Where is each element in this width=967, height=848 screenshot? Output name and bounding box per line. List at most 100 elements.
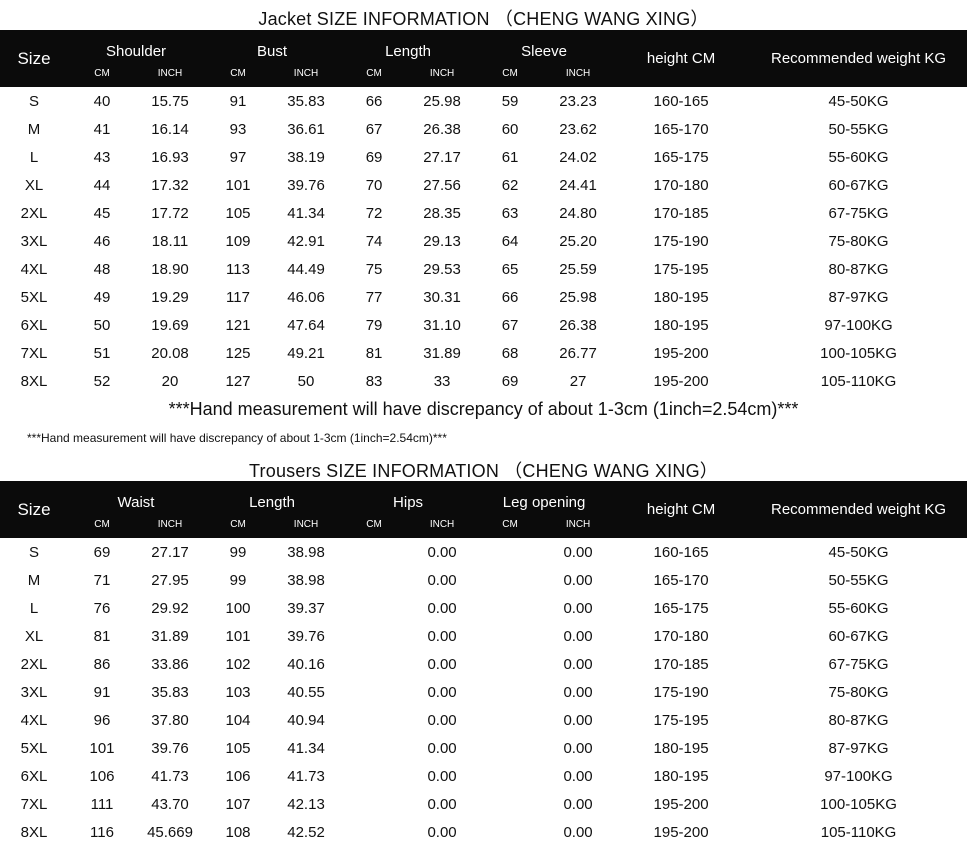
table-cell: 175-190: [653, 232, 709, 250]
table-cell: 16.14: [151, 120, 189, 138]
table-cell: 121: [225, 316, 251, 334]
measure-group-header: Length: [340, 30, 477, 60]
table-cell: 50: [93, 316, 111, 334]
table-cell: 49: [93, 288, 111, 306]
table-cell: 24.80: [559, 204, 597, 222]
table-cell: [340, 538, 408, 566]
measure-group-header: Leg opening: [476, 481, 613, 511]
table-cell: 48: [93, 260, 111, 278]
table-cell: 0.00: [427, 823, 457, 841]
table-cell: 65: [501, 260, 519, 278]
table-cell: 80-87KG: [828, 711, 889, 729]
table-cell: 105: [225, 204, 251, 222]
table-cell: 127: [225, 372, 251, 390]
table-cell: 100-105KG: [820, 795, 897, 813]
table-cell: 30.31: [423, 288, 461, 306]
table-cell: 29.13: [423, 232, 461, 250]
table-cell: [340, 790, 408, 818]
table-cell: 0.00: [427, 543, 457, 561]
table-cell: [476, 594, 544, 622]
table-cell: [340, 762, 408, 790]
table-cell: 2XL: [20, 655, 48, 673]
table-row: L 76 29.92 100 39.37 0.00 0.00 165-175 55-60KG: [0, 594, 967, 622]
table-cell: 33: [433, 372, 451, 390]
table-cell: 69: [93, 543, 111, 561]
table-row: 5XL 49 19.29 117 46.06 77 30.31 66 25.98 180-195 8…: [0, 283, 967, 311]
table-cell: 19.69: [151, 316, 189, 334]
table-cell: 67: [501, 316, 519, 334]
unit-inch: INCH: [408, 511, 477, 538]
table-cell: 36.61: [287, 120, 325, 138]
table-cell: 17.72: [151, 204, 189, 222]
unit-cm: CM: [204, 60, 273, 87]
table-cell: 195-200: [653, 823, 709, 841]
trousers-size-table: Size Waist Length Hips Leg opening height CM R…: [0, 481, 967, 846]
table-cell: 29.92: [151, 599, 189, 617]
table-cell: 8XL: [20, 823, 48, 841]
measure-group-header: Length: [204, 481, 341, 511]
table-cell: 99: [229, 571, 247, 589]
jacket-size-table: Size Shoulder Bust Length Sleeve height CM Rec…: [0, 30, 967, 395]
table-cell: [476, 538, 544, 566]
table-cell: 31.89: [151, 627, 189, 645]
measure-group-header: Shoulder: [68, 30, 205, 60]
table-row: 7XL 51 20.08 125 49.21 81 31.89 68 26.77 195-200 1…: [0, 339, 967, 367]
table-cell: 5XL: [20, 288, 48, 306]
table-cell: 72: [365, 204, 383, 222]
table-cell: 47.64: [287, 316, 325, 334]
table-cell: 20.08: [151, 344, 189, 362]
table-cell: [340, 566, 408, 594]
table-cell: 66: [365, 92, 383, 110]
unit-inch: INCH: [136, 511, 205, 538]
table-cell: 38.19: [287, 148, 325, 166]
table-cell: 24.41: [559, 176, 597, 194]
table-cell: 29.53: [423, 260, 461, 278]
table-cell: 97-100KG: [824, 767, 893, 785]
trousers-title: Trousers SIZE INFORMATION （CHENG WANG XI…: [249, 461, 718, 481]
weight-header: Recommended weight KG: [750, 30, 967, 87]
table-cell: 23.23: [559, 92, 597, 110]
table-cell: 77: [365, 288, 383, 306]
table-cell: 170-185: [653, 204, 709, 222]
unit-inch: INCH: [408, 60, 477, 87]
table-cell: [476, 706, 544, 734]
table-cell: [340, 678, 408, 706]
table-cell: 113: [226, 260, 250, 278]
table-cell: 8XL: [20, 372, 48, 390]
table-cell: 87-97KG: [828, 739, 889, 757]
table-cell: 76: [93, 599, 111, 617]
table-cell: 27.95: [151, 571, 189, 589]
table-cell: S: [28, 92, 39, 110]
table-cell: 46.06: [287, 288, 325, 306]
table-cell: 195-200: [653, 795, 709, 813]
unit-inch: INCH: [544, 60, 613, 87]
table-cell: 38.98: [287, 543, 325, 561]
table-row: 2XL 45 17.72 105 41.34 72 28.35 63 24.80 170-185 6…: [0, 199, 967, 227]
table-cell: 42.91: [287, 232, 325, 250]
table-cell: 40.16: [287, 655, 325, 673]
table-cell: 52: [93, 372, 111, 390]
table-cell: 0.00: [563, 711, 593, 729]
unit-cm: CM: [476, 511, 545, 538]
weight-header: Recommended weight KG: [750, 481, 967, 538]
unit-inch: INCH: [544, 511, 613, 538]
table-cell: 83: [365, 372, 383, 390]
table-cell: 180-195: [653, 316, 709, 334]
measure-group-header: Waist: [68, 481, 205, 511]
table-cell: 41.73: [151, 767, 189, 785]
table-cell: 102: [225, 655, 251, 673]
table-cell: 19.29: [151, 288, 189, 306]
table-cell: 0.00: [563, 739, 593, 757]
table-cell: 165-170: [653, 571, 709, 589]
table-cell: 175-195: [653, 260, 709, 278]
table-cell: 125: [225, 344, 251, 362]
table-cell: 105: [225, 739, 251, 757]
table-row: 2XL 86 33.86 102 40.16 0.00 0.00 170-185 67-75KG: [0, 650, 967, 678]
table-cell: 44.49: [287, 260, 325, 278]
table-cell: 0.00: [427, 655, 457, 673]
table-cell: 66: [501, 288, 519, 306]
table-cell: 55-60KG: [828, 599, 889, 617]
table-cell: 40: [93, 92, 111, 110]
table-cell: 160-165: [653, 92, 709, 110]
table-cell: 7XL: [20, 344, 48, 362]
